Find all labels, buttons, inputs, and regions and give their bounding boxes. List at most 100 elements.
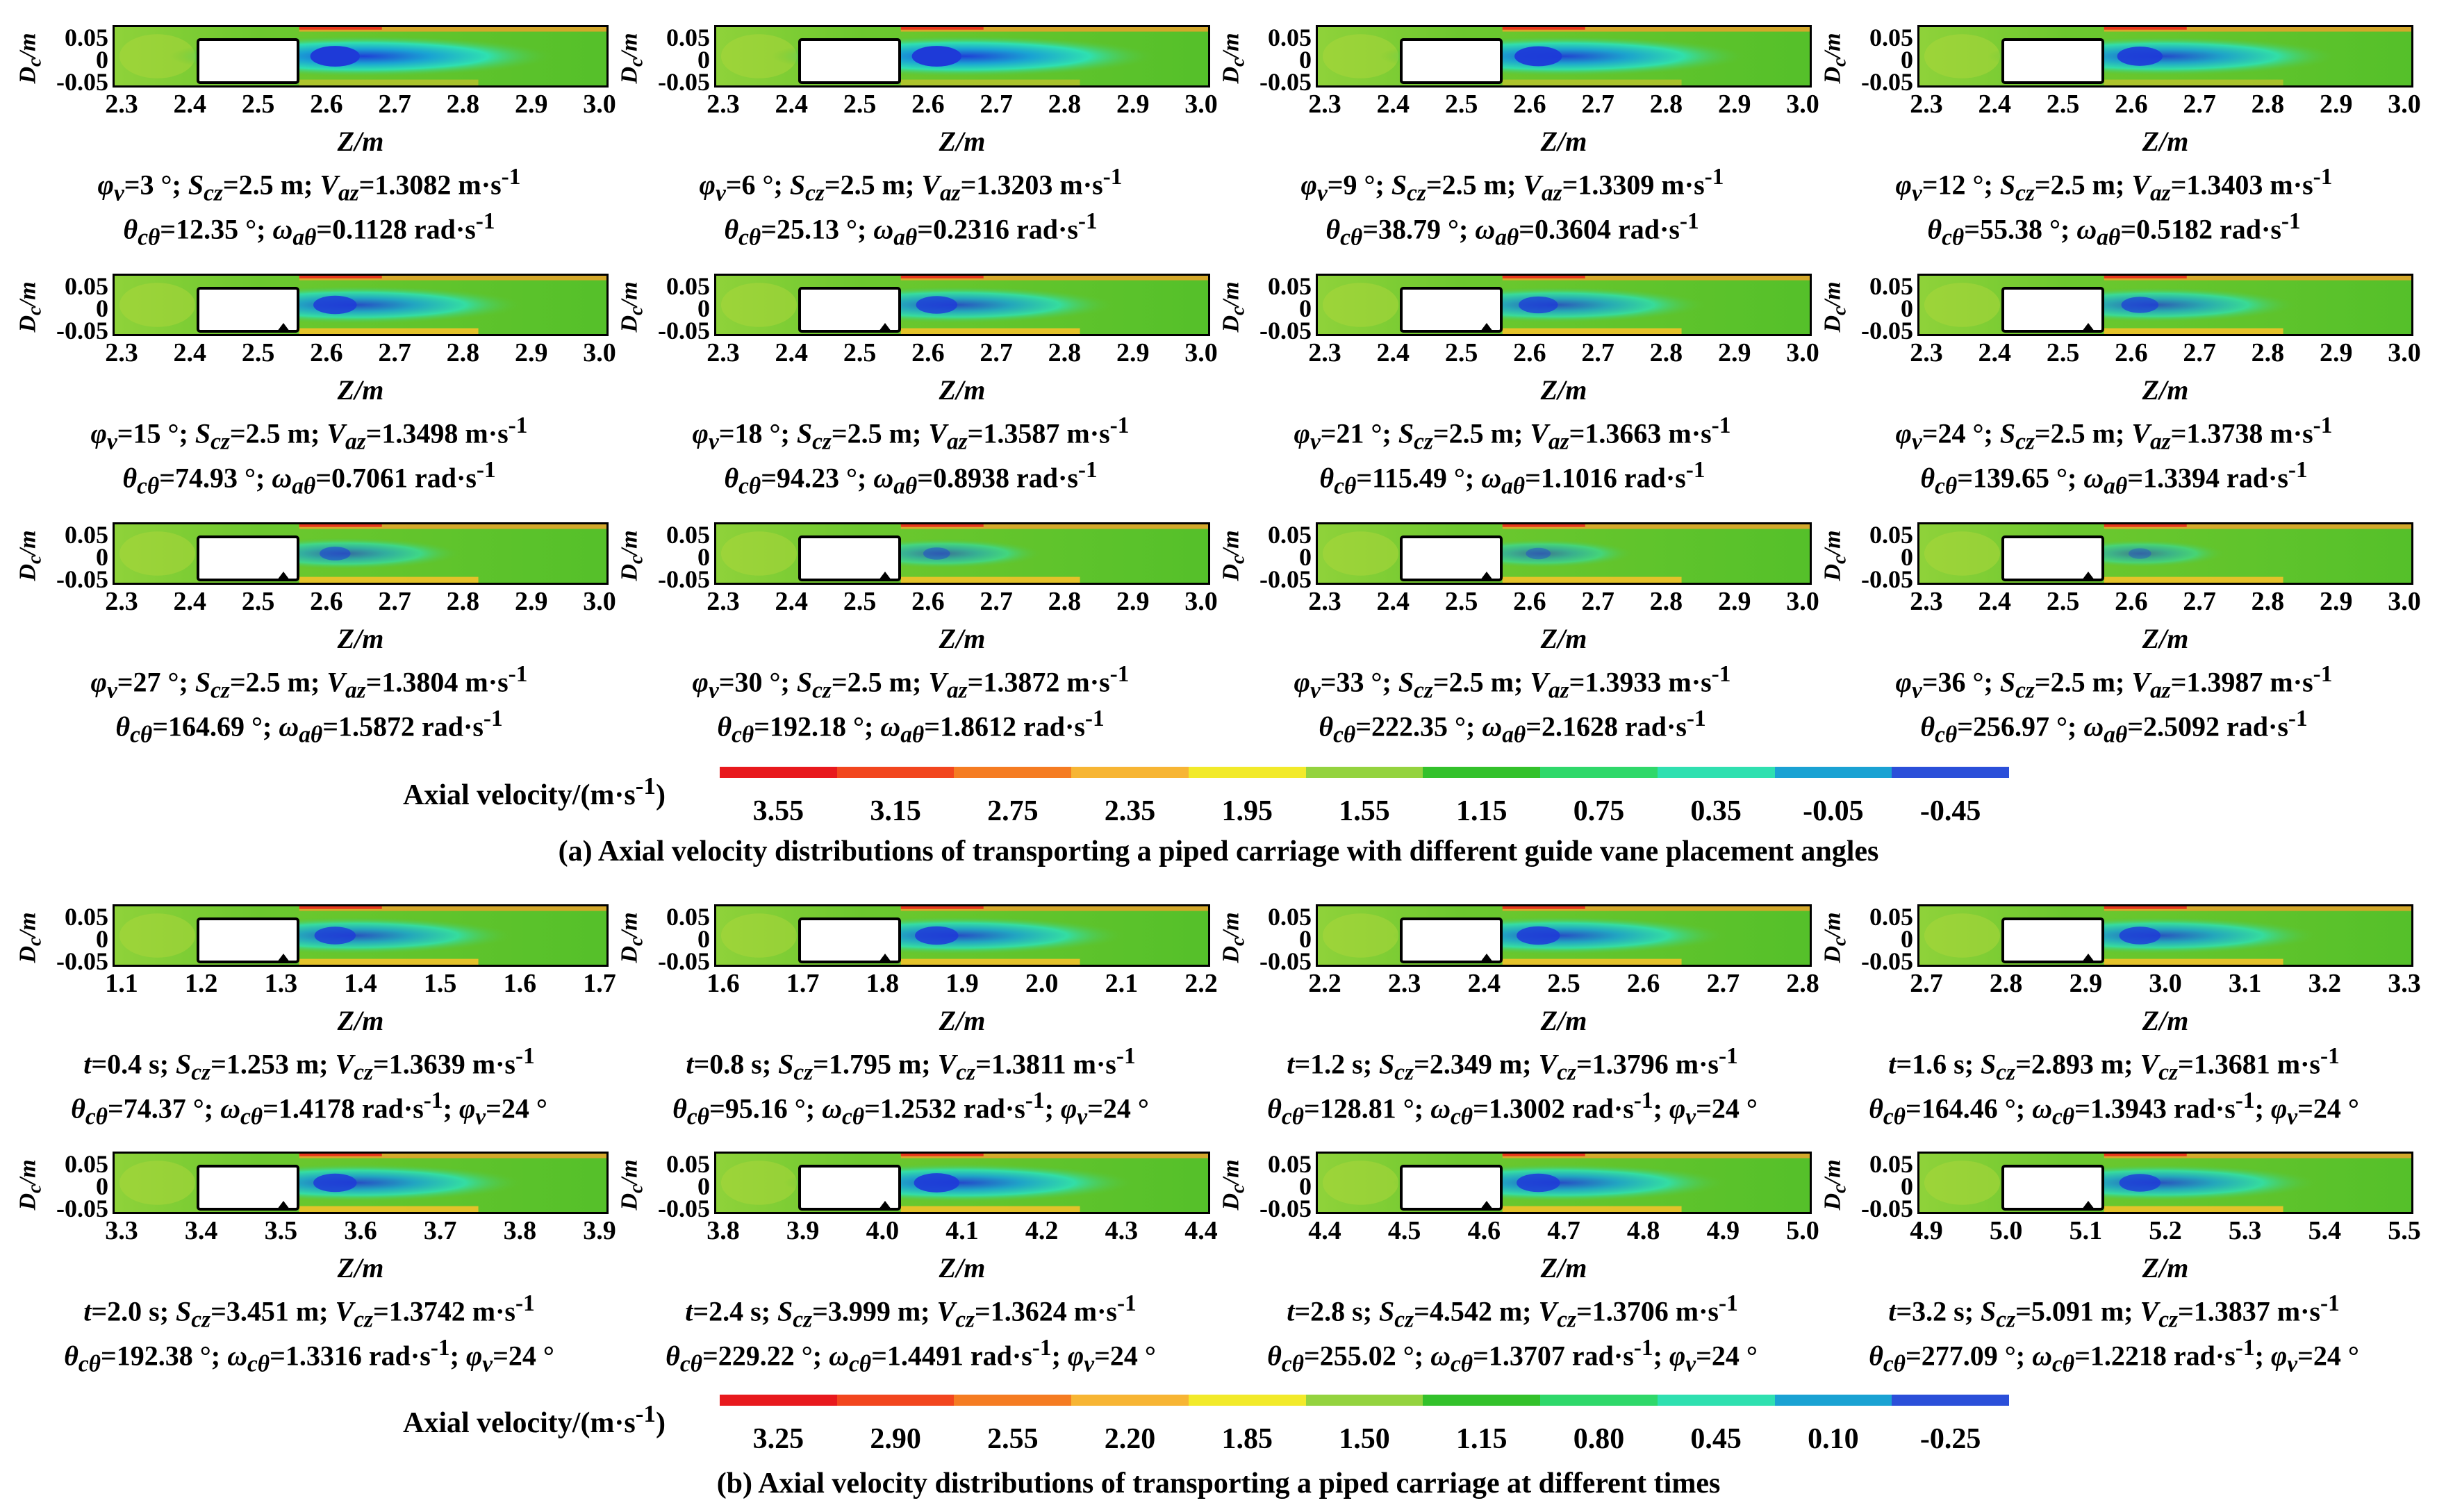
- color-bar-segment: [1423, 1395, 1541, 1406]
- parameter-line-2: θcθ=222.35 °; ωaθ=2.1628 rad·s-1: [1319, 706, 1706, 748]
- velocity-contour: [1919, 27, 2411, 85]
- x-tick-label: 2.7: [1910, 969, 1943, 998]
- contour-plot: [1316, 522, 1812, 585]
- x-tick-label: 2.5: [843, 90, 877, 119]
- x-tick-label: 2.5: [2046, 587, 2080, 616]
- legend-tick-label: 1.50: [1339, 1423, 1390, 1455]
- y-tick-label: -0.05: [1861, 947, 1913, 975]
- x-tick-label: 2.7: [2183, 338, 2216, 367]
- legend-title: Axial velocity/(m·s-1): [403, 1400, 666, 1439]
- x-tick-label: 3.6: [344, 1216, 377, 1245]
- subplot: Dc/m 0.05 0 -0.05 3.8 3.9 4.0 4.1 4.2 4.3 4.4 Z/m t=…: [611, 1136, 1218, 1384]
- x-tick-label: 4.4: [1184, 1216, 1218, 1245]
- color-bar-segment: [836, 767, 955, 778]
- x-axis-label: Z/m: [939, 1252, 986, 1283]
- parameter-line-2: θcθ=95.16 °; ωcθ=1.2532 rad·s-1; φv=24 °: [672, 1088, 1149, 1130]
- parameter-line-1: φv=15 °; Scz=2.5 m; Vaz=1.3498 m·s-1: [90, 413, 528, 455]
- x-axis-label: Z/m: [1540, 623, 1587, 654]
- color-bar-segment: [720, 767, 837, 778]
- y-tick-label: -0.05: [658, 947, 710, 975]
- legend-tick-label: 2.55: [987, 1423, 1039, 1455]
- velocity-contour: [716, 27, 1208, 85]
- color-bar-segment: [720, 1395, 837, 1406]
- x-tick-label: 1.8: [866, 969, 900, 998]
- color-bar-segment: [1540, 767, 1658, 778]
- y-tick-label: -0.05: [658, 317, 710, 344]
- legend-tick-label: 2.20: [1104, 1423, 1156, 1455]
- x-tick-label: 2.5: [2046, 338, 2080, 367]
- color-bar-segment: [1540, 1395, 1658, 1406]
- x-tick-label: 3.4: [184, 1216, 218, 1245]
- x-tick-label: 1.6: [707, 969, 740, 998]
- velocity-contour: [115, 906, 606, 965]
- legend-tick-label: 1.85: [1221, 1423, 1273, 1455]
- x-tick-label: 5.4: [2308, 1216, 2342, 1245]
- y-tick-label: -0.05: [658, 565, 710, 593]
- parameter-line-1: t=1.2 s; Scz=2.349 m; Vcz=1.3796 m·s-1: [1287, 1043, 1738, 1086]
- parameter-line-2: θcθ=139.65 °; ωaθ=1.3394 rad·s-1: [1920, 457, 2308, 499]
- velocity-contour: [716, 906, 1208, 965]
- x-axis-label: Z/m: [1540, 374, 1587, 406]
- x-tick-label: 3.0: [1786, 338, 1819, 367]
- x-tick-label: 2.4: [173, 338, 207, 367]
- x-tick-label: 2.7: [378, 338, 411, 367]
- x-tick-label: 2.3: [1308, 338, 1341, 367]
- x-tick-label: 3.9: [786, 1216, 820, 1245]
- x-tick-label: 2.3: [707, 338, 740, 367]
- x-tick-label: 4.9: [1910, 1216, 1943, 1245]
- subplot: Dc/m 0.05 0 -0.05 2.3 2.4 2.5 2.6 2.7 2.8 2.9 3.0 Z/…: [1815, 507, 2421, 757]
- x-tick-label: 3.3: [105, 1216, 138, 1245]
- y-tick-label: 0.05: [1268, 903, 1312, 931]
- x-tick-label: 1.2: [184, 969, 218, 998]
- x-tick-label: 2.3: [1387, 969, 1421, 998]
- legend-tick-label: 1.95: [1221, 795, 1273, 827]
- x-tick-label: 2.7: [378, 90, 411, 119]
- x-tick-label: 3.0: [2149, 969, 2182, 998]
- carriage-wheel: [2082, 323, 2095, 331]
- y-axis-label: Dc/m: [1820, 903, 1851, 972]
- x-tick-label: 3.7: [423, 1216, 457, 1245]
- piped-carriage: [2001, 287, 2104, 333]
- x-tick-label: 2.6: [1513, 587, 1546, 616]
- x-tick-label: 2.3: [105, 338, 138, 367]
- y-tick-label: -0.05: [56, 68, 108, 96]
- x-axis-label: Z/m: [939, 374, 986, 406]
- legend-tick-label: 3.15: [870, 795, 921, 827]
- x-tick-label: 4.5: [1387, 1216, 1421, 1245]
- legend-tick-label: -0.05: [1803, 795, 1864, 827]
- y-axis-label: Dc/m: [1820, 24, 1851, 93]
- x-tick-label: 4.0: [866, 1216, 900, 1245]
- x-tick-label: 2.8: [1989, 969, 2023, 998]
- parameter-line-1: t=0.4 s; Scz=1.253 m; Vcz=1.3639 m·s-1: [83, 1043, 535, 1086]
- piped-carriage: [1400, 287, 1503, 333]
- x-axis-label: Z/m: [2142, 1252, 2189, 1283]
- parameter-line-1: t=2.4 s; Scz=3.999 m; Vcz=1.3624 m·s-1: [685, 1290, 1137, 1333]
- x-tick-label: 2.7: [378, 587, 411, 616]
- y-tick-label: 0.05: [1268, 24, 1312, 51]
- x-tick-label: 2.8: [2251, 338, 2285, 367]
- y-tick-label: 0: [1299, 543, 1312, 571]
- y-axis-label: Dc/m: [617, 521, 647, 590]
- parameter-line-1: φv=6 °; Scz=2.5 m; Vaz=1.3203 m·s-1: [699, 164, 1123, 206]
- piped-carriage: [798, 917, 901, 963]
- x-axis-label: Z/m: [337, 126, 384, 157]
- legend-tick-label: 0.10: [1808, 1423, 1859, 1455]
- velocity-contour: [716, 276, 1208, 334]
- y-tick-label: 0: [1901, 543, 1913, 571]
- x-tick-label: 2.9: [1116, 90, 1150, 119]
- parameter-line-1: φv=3 °; Scz=2.5 m; Vaz=1.3082 m·s-1: [97, 164, 521, 206]
- x-axis-label: Z/m: [939, 126, 986, 157]
- velocity-contour: [1919, 524, 2411, 583]
- x-tick-label: 2.7: [980, 338, 1013, 367]
- x-tick-label: 2.3: [105, 587, 138, 616]
- parameter-line-1: φv=27 °; Scz=2.5 m; Vaz=1.3804 m·s-1: [90, 661, 528, 704]
- caption-b: (b) Axial velocity distributions of tran…: [716, 1468, 1721, 1499]
- y-tick-label: 0.05: [65, 272, 108, 300]
- subplot: Dc/m 0.05 0 -0.05 2.3 2.4 2.5 2.6 2.7 2.8 2.9 3.0 Z/…: [1213, 10, 1819, 260]
- parameter-line-1: φv=24 °; Scz=2.5 m; Vaz=1.3738 m·s-1: [1895, 413, 2333, 455]
- color-bar-segment: [954, 767, 1072, 778]
- x-tick-label: 2.9: [2069, 969, 2103, 998]
- x-tick-label: 2.6: [310, 90, 343, 119]
- contour-plot: [113, 1152, 609, 1214]
- contour-plot: [1316, 25, 1812, 88]
